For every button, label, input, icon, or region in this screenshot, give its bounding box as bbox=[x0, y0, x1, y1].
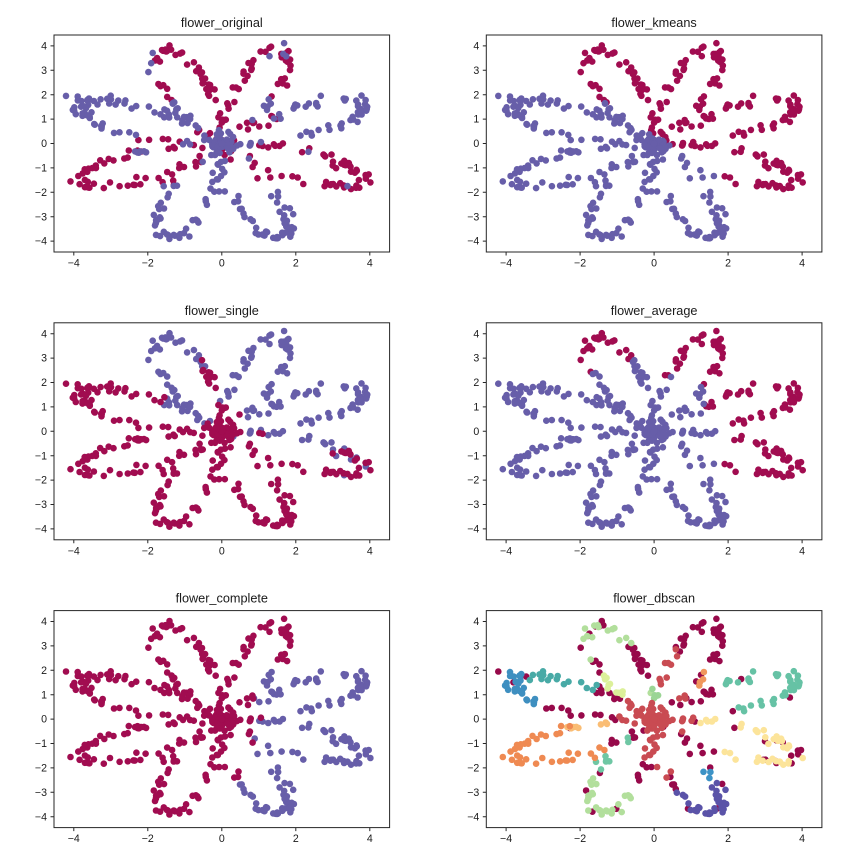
svg-text:0: 0 bbox=[41, 138, 47, 150]
svg-text:3: 3 bbox=[473, 65, 479, 77]
svg-text:0: 0 bbox=[651, 833, 657, 845]
svg-text:−2: −2 bbox=[467, 475, 479, 487]
svg-text:4: 4 bbox=[367, 545, 373, 557]
svg-text:−4: −4 bbox=[467, 524, 479, 536]
svg-text:4: 4 bbox=[473, 616, 479, 628]
svg-text:−2: −2 bbox=[574, 545, 586, 557]
svg-text:4: 4 bbox=[799, 545, 805, 557]
svg-text:1: 1 bbox=[41, 114, 47, 126]
svg-text:−2: −2 bbox=[467, 763, 479, 775]
svg-text:−4: −4 bbox=[467, 236, 479, 248]
svg-text:1: 1 bbox=[473, 402, 479, 414]
svg-text:4: 4 bbox=[367, 833, 373, 845]
svg-text:2: 2 bbox=[41, 377, 47, 389]
svg-text:0: 0 bbox=[473, 714, 479, 726]
svg-text:−4: −4 bbox=[467, 811, 479, 823]
svg-text:−2: −2 bbox=[142, 833, 154, 845]
svg-text:2: 2 bbox=[725, 833, 731, 845]
svg-text:−1: −1 bbox=[35, 738, 47, 750]
svg-text:4: 4 bbox=[799, 258, 805, 270]
svg-text:3: 3 bbox=[41, 65, 47, 77]
svg-text:−4: −4 bbox=[500, 545, 512, 557]
svg-text:−3: −3 bbox=[35, 787, 47, 799]
svg-text:4: 4 bbox=[473, 328, 479, 340]
svg-text:2: 2 bbox=[725, 258, 731, 270]
svg-text:flower_original: flower_original bbox=[181, 16, 263, 30]
svg-text:−2: −2 bbox=[574, 833, 586, 845]
svg-text:4: 4 bbox=[473, 41, 479, 53]
svg-text:4: 4 bbox=[41, 41, 47, 53]
svg-text:flower_kmeans: flower_kmeans bbox=[611, 16, 696, 30]
svg-text:2: 2 bbox=[41, 89, 47, 101]
svg-text:flower_average: flower_average bbox=[611, 304, 698, 318]
svg-text:2: 2 bbox=[473, 665, 479, 677]
svg-text:−4: −4 bbox=[68, 545, 80, 557]
svg-text:−4: −4 bbox=[35, 236, 47, 248]
svg-text:2: 2 bbox=[473, 377, 479, 389]
svg-text:−2: −2 bbox=[142, 258, 154, 270]
svg-text:0: 0 bbox=[41, 714, 47, 726]
svg-text:0: 0 bbox=[651, 258, 657, 270]
svg-text:1: 1 bbox=[41, 689, 47, 701]
svg-text:−2: −2 bbox=[35, 475, 47, 487]
svg-text:1: 1 bbox=[41, 402, 47, 414]
svg-text:2: 2 bbox=[473, 89, 479, 101]
svg-text:−4: −4 bbox=[500, 258, 512, 270]
svg-text:4: 4 bbox=[41, 616, 47, 628]
svg-text:−1: −1 bbox=[467, 163, 479, 175]
svg-text:−4: −4 bbox=[68, 258, 80, 270]
svg-text:−3: −3 bbox=[467, 787, 479, 799]
svg-text:2: 2 bbox=[41, 665, 47, 677]
svg-text:−4: −4 bbox=[35, 524, 47, 536]
svg-text:−1: −1 bbox=[467, 738, 479, 750]
svg-text:−3: −3 bbox=[35, 499, 47, 511]
svg-text:0: 0 bbox=[473, 138, 479, 150]
svg-text:4: 4 bbox=[41, 328, 47, 340]
svg-text:3: 3 bbox=[41, 353, 47, 365]
svg-text:flower_dbscan: flower_dbscan bbox=[613, 592, 695, 606]
svg-text:1: 1 bbox=[473, 689, 479, 701]
svg-text:2: 2 bbox=[725, 545, 731, 557]
svg-text:0: 0 bbox=[219, 258, 225, 270]
svg-text:−3: −3 bbox=[35, 211, 47, 223]
svg-text:flower_complete: flower_complete bbox=[176, 592, 268, 606]
svg-text:2: 2 bbox=[293, 833, 299, 845]
svg-text:−2: −2 bbox=[35, 187, 47, 199]
svg-text:−2: −2 bbox=[35, 763, 47, 775]
svg-text:−3: −3 bbox=[467, 211, 479, 223]
svg-text:2: 2 bbox=[293, 545, 299, 557]
svg-text:−3: −3 bbox=[467, 499, 479, 511]
svg-text:3: 3 bbox=[473, 353, 479, 365]
svg-text:−4: −4 bbox=[68, 833, 80, 845]
svg-text:3: 3 bbox=[41, 641, 47, 653]
svg-text:−4: −4 bbox=[500, 833, 512, 845]
svg-text:flower_single: flower_single bbox=[185, 304, 259, 318]
svg-text:4: 4 bbox=[367, 258, 373, 270]
svg-text:0: 0 bbox=[473, 426, 479, 438]
svg-text:0: 0 bbox=[219, 545, 225, 557]
svg-text:−1: −1 bbox=[35, 450, 47, 462]
svg-text:−1: −1 bbox=[467, 450, 479, 462]
svg-text:−4: −4 bbox=[35, 811, 47, 823]
svg-text:−1: −1 bbox=[35, 163, 47, 175]
svg-text:1: 1 bbox=[473, 114, 479, 126]
svg-text:2: 2 bbox=[293, 258, 299, 270]
svg-text:0: 0 bbox=[651, 545, 657, 557]
svg-text:−2: −2 bbox=[142, 545, 154, 557]
svg-text:−2: −2 bbox=[467, 187, 479, 199]
svg-text:−2: −2 bbox=[574, 258, 586, 270]
svg-text:0: 0 bbox=[219, 833, 225, 845]
svg-text:0: 0 bbox=[41, 426, 47, 438]
svg-text:4: 4 bbox=[799, 833, 805, 845]
svg-text:3: 3 bbox=[473, 641, 479, 653]
